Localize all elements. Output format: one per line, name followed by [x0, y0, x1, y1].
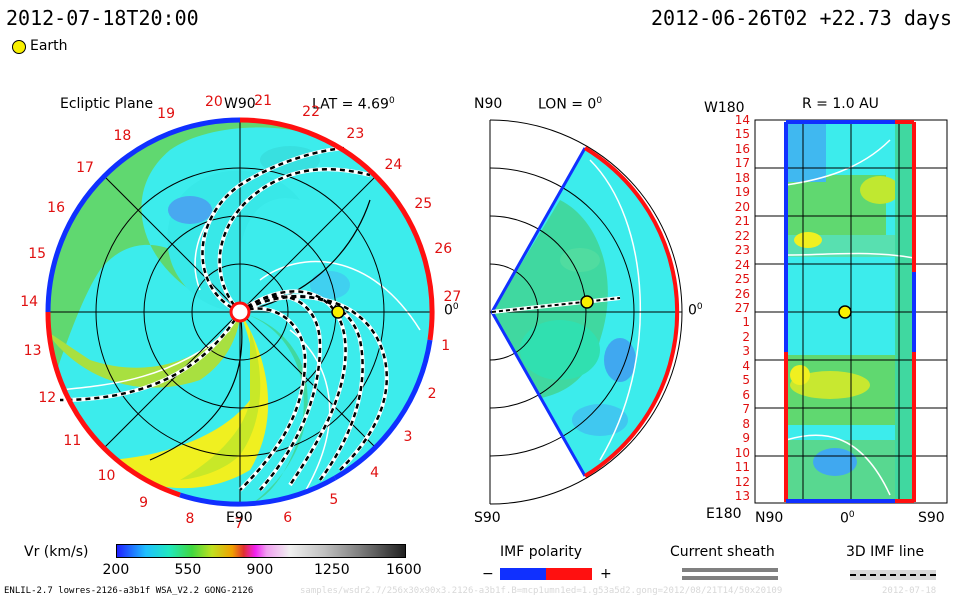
ecliptic-label-20: 20 [204, 93, 223, 110]
colorbar-tick-550: 550 [174, 562, 202, 578]
radial-row-label-1: 1 [742, 315, 750, 330]
radial-row-label-7: 7 [742, 402, 750, 417]
earth-marker-ecliptic [331, 305, 345, 319]
radial-row-label-12: 12 [734, 474, 750, 489]
ecliptic-label-19: 19 [157, 105, 175, 122]
meridional-plot [489, 119, 683, 505]
radial-row-label-24: 24 [734, 257, 750, 272]
ecliptic-top-label: W90 [224, 96, 256, 112]
radial-row-label-22: 22 [734, 228, 750, 243]
ecliptic-label-24: 24 [384, 156, 403, 173]
radial-row-label-11: 11 [734, 460, 750, 475]
radial-top-left-label: W180 [704, 100, 745, 116]
ecliptic-label-27: 27 [443, 289, 462, 306]
ecliptic-label-15: 15 [28, 245, 47, 262]
ecliptic-label-5: 5 [329, 492, 339, 509]
ecliptic-label-9: 9 [139, 494, 148, 511]
ecliptic-label-17: 17 [76, 160, 94, 177]
imf-line-title: 3D IMF line [846, 544, 925, 560]
ecliptic-label-4: 4 [370, 464, 380, 481]
faint-date: 2012-07-18 [882, 586, 937, 596]
ecliptic-label-18: 18 [113, 128, 132, 145]
radial-row-label-8: 8 [742, 416, 750, 431]
radial-row-label-4: 4 [742, 358, 750, 373]
ecliptic-label-13: 13 [23, 343, 42, 360]
radial-row-label-16: 16 [734, 141, 750, 156]
radial-row-label-5: 5 [742, 373, 750, 388]
ecliptic-label-23: 23 [346, 125, 365, 142]
imf-polarity-title: IMF polarity [500, 544, 583, 560]
ecliptic-bottom-label: E90 [226, 510, 253, 526]
radial-plot [754, 119, 948, 504]
colorbar-tick-200: 200 [102, 562, 130, 578]
ecliptic-label-8: 8 [185, 510, 195, 527]
earth-marker-meridional [580, 295, 594, 309]
radial-row-label-17: 17 [734, 156, 750, 171]
radial-row-label-2: 2 [742, 329, 750, 344]
ecliptic-plot [45, 117, 435, 507]
ecliptic-label-25: 25 [414, 195, 433, 212]
ecliptic-label-3: 3 [403, 428, 413, 445]
colorbar-label: Vr (km/s) [24, 544, 89, 560]
radial-row-label-15: 15 [734, 127, 750, 142]
ecliptic-label-1: 1 [441, 338, 451, 355]
radial-row-label-9: 9 [742, 431, 750, 446]
radial-row-label-6: 6 [742, 387, 750, 402]
meridional-top-label: N90 [474, 96, 503, 112]
radial-x-label-s90: S90 [918, 510, 945, 526]
radial-row-label-3: 3 [742, 344, 750, 359]
ecliptic-title: Ecliptic Plane [60, 96, 154, 112]
ecliptic-label-22: 22 [302, 103, 320, 120]
radial-row-label-26: 26 [734, 286, 750, 301]
radial-row-label-18: 18 [734, 170, 750, 185]
colorbar-tick-900: 900 [246, 562, 274, 578]
radial-row-label-25: 25 [734, 272, 750, 287]
radial-bottom-left-label: E180 [706, 506, 742, 522]
ecliptic-label-26: 26 [434, 240, 453, 257]
time-left: 2012-07-18T20:00 [6, 6, 199, 30]
radial-row-label-14: 14 [734, 113, 750, 127]
radial-x-label-n90: N90 [755, 510, 784, 526]
ecliptic-label-16: 16 [47, 200, 65, 217]
current-sheath-line-1 [682, 568, 778, 572]
imf-polarity-minus: − [482, 566, 494, 582]
faint-path: samples/wsdr2.7/256x30x90x3.2126-a3b1f.B… [300, 586, 783, 596]
ecliptic-label-2: 2 [427, 385, 437, 402]
ecliptic-label-21: 21 [254, 93, 272, 110]
current-sheath-line-2 [682, 576, 778, 580]
imf-polarity-negative-swatch [500, 568, 546, 580]
colorbar [116, 544, 406, 558]
colorbar-tick-1250: 1250 [314, 562, 350, 578]
ecliptic-label-11: 11 [63, 432, 82, 449]
time-right: 2012-06-26T02 +22.73 days [650, 6, 952, 30]
imf-line-dash [850, 574, 936, 576]
radial-x-label-0: 00 [840, 510, 855, 527]
colorbar-tick-1600: 1600 [386, 562, 422, 578]
radial-row-label-10: 10 [734, 445, 750, 460]
radial-row-label-19: 19 [734, 185, 750, 200]
meridional-bottom-label: S90 [474, 510, 501, 526]
ecliptic-lat: LAT = 4.690 [312, 96, 395, 113]
ecliptic-label-6: 6 [283, 509, 293, 526]
radial-row-label-23: 23 [734, 243, 750, 258]
model-info: ENLIL-2.7 lowres-2126-a3b1f WSA_V2.2 GON… [4, 586, 254, 596]
radial-r-label: R = 1.0 AU [802, 96, 879, 112]
radial-row-label-13: 13 [734, 489, 750, 503]
earth-legend-label: Earth [30, 38, 68, 54]
ecliptic-label-10: 10 [97, 467, 116, 484]
meridional-right-label: 00 [688, 302, 703, 319]
ecliptic-right-label: 00 [444, 302, 459, 319]
imf-polarity-plus: + [600, 566, 612, 582]
ecliptic-label-14: 14 [20, 294, 39, 311]
imf-polarity-positive-swatch [546, 568, 592, 580]
radial-row-label-21: 21 [734, 214, 750, 229]
current-sheath-title: Current sheath [670, 544, 775, 560]
ecliptic-label-7: 7 [234, 515, 244, 532]
earth-marker-radial [838, 305, 852, 319]
earth-legend-icon [12, 40, 26, 54]
meridional-lon: LON = 00 [538, 96, 603, 113]
ecliptic-label-12: 12 [38, 390, 57, 407]
radial-row-label-20: 20 [734, 199, 750, 214]
radial-row-label-27: 27 [734, 301, 750, 315]
